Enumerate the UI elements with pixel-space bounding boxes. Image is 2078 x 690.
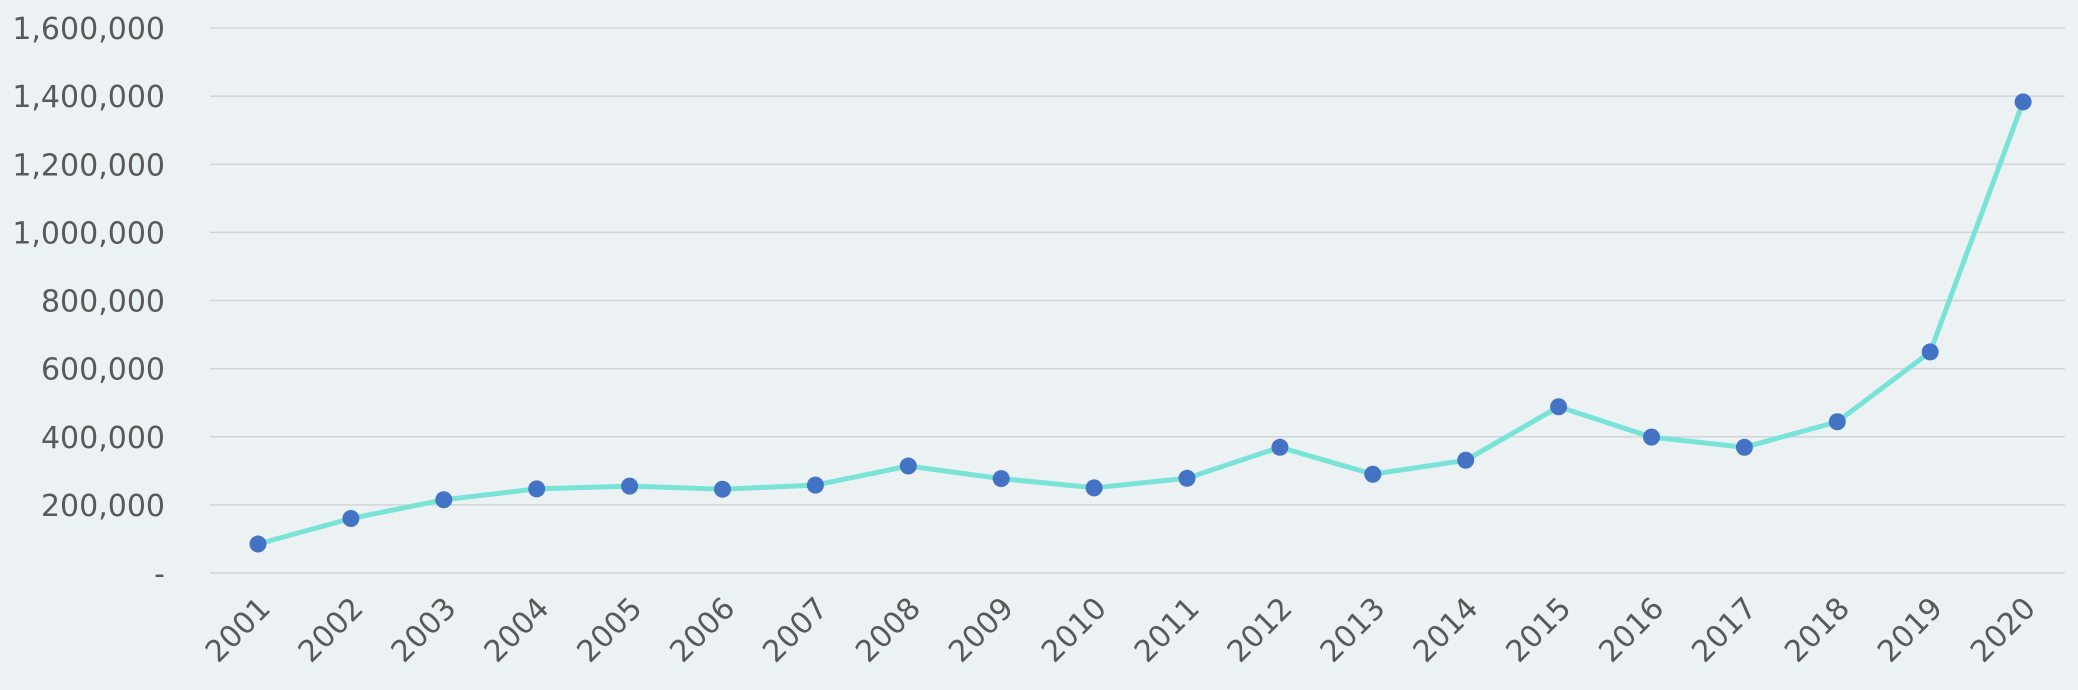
- data-point-2008[interactable]: [899, 457, 917, 475]
- data-point-2013[interactable]: [1364, 465, 1382, 483]
- y-tick-label: 1,400,000: [12, 80, 165, 115]
- x-tick-label: 2016: [1592, 591, 1671, 670]
- x-tick-label: 2001: [199, 591, 278, 670]
- x-tick-label: 2009: [942, 591, 1021, 670]
- data-point-2016[interactable]: [1643, 428, 1660, 446]
- x-tick-label: 2008: [849, 591, 928, 670]
- data-point-2017[interactable]: [1735, 438, 1753, 456]
- y-tick-label: 1,600,000: [12, 12, 165, 47]
- y-tick-label: 200,000: [41, 489, 165, 524]
- x-tick-label: 2015: [1500, 591, 1579, 670]
- data-point-2005[interactable]: [621, 477, 639, 495]
- y-tick-label: -: [154, 557, 165, 592]
- x-tick-label: 2011: [1128, 591, 1207, 670]
- x-tick-label: 2014: [1407, 591, 1486, 670]
- data-point-2010[interactable]: [1085, 479, 1103, 497]
- series-line: [255, 99, 2026, 547]
- x-axis-tick-labels: 2001 2002 2003 2004 2005 2006 2007 2008 2009 2010…: [199, 591, 2043, 670]
- data-point-2012[interactable]: [1271, 438, 1289, 456]
- x-tick-label: 2003: [385, 591, 464, 670]
- data-point-2004[interactable]: [528, 480, 546, 498]
- x-tick-label: 2018: [1778, 591, 1857, 670]
- series-line-path: [255, 99, 2026, 547]
- x-tick-label: 2012: [1221, 591, 1300, 670]
- data-point-2003[interactable]: [435, 491, 453, 509]
- data-point-2020[interactable]: [2014, 93, 2032, 111]
- x-tick-label: 2005: [571, 591, 650, 670]
- x-tick-label: 2002: [292, 591, 371, 670]
- data-point-2007[interactable]: [806, 476, 824, 494]
- data-point-2001[interactable]: [249, 535, 267, 553]
- y-axis-tick-labels: - 200,000 400,000 600,000 800,000 1,000,000 1,…: [12, 12, 165, 592]
- series-markers: [249, 93, 2032, 553]
- y-tick-label: 800,000: [41, 285, 165, 320]
- data-point-2019[interactable]: [1921, 343, 1939, 361]
- x-tick-label: 2007: [756, 591, 835, 670]
- data-point-2018[interactable]: [1828, 413, 1846, 431]
- data-point-2011[interactable]: [1178, 469, 1196, 487]
- y-tick-label: 400,000: [41, 421, 165, 456]
- data-point-2002[interactable]: [342, 510, 360, 527]
- data-point-2015[interactable]: [1550, 398, 1568, 416]
- x-tick-label: 2020: [1964, 591, 2043, 670]
- y-tick-label: 1,200,000: [12, 148, 165, 183]
- gridlines: [210, 27, 2065, 574]
- x-tick-label: 2006: [663, 591, 742, 670]
- x-tick-label: 2013: [1314, 591, 1393, 670]
- data-point-2014[interactable]: [1457, 451, 1475, 469]
- x-tick-label: 2017: [1685, 591, 1764, 670]
- data-point-2006[interactable]: [714, 480, 731, 498]
- y-tick-label: 600,000: [41, 353, 165, 388]
- data-point-2009[interactable]: [992, 470, 1010, 488]
- y-tick-label: 1,000,000: [12, 216, 165, 251]
- x-tick-label: 2004: [478, 591, 557, 670]
- x-tick-label: 2019: [1871, 591, 1950, 670]
- x-tick-label: 2010: [1035, 591, 1114, 670]
